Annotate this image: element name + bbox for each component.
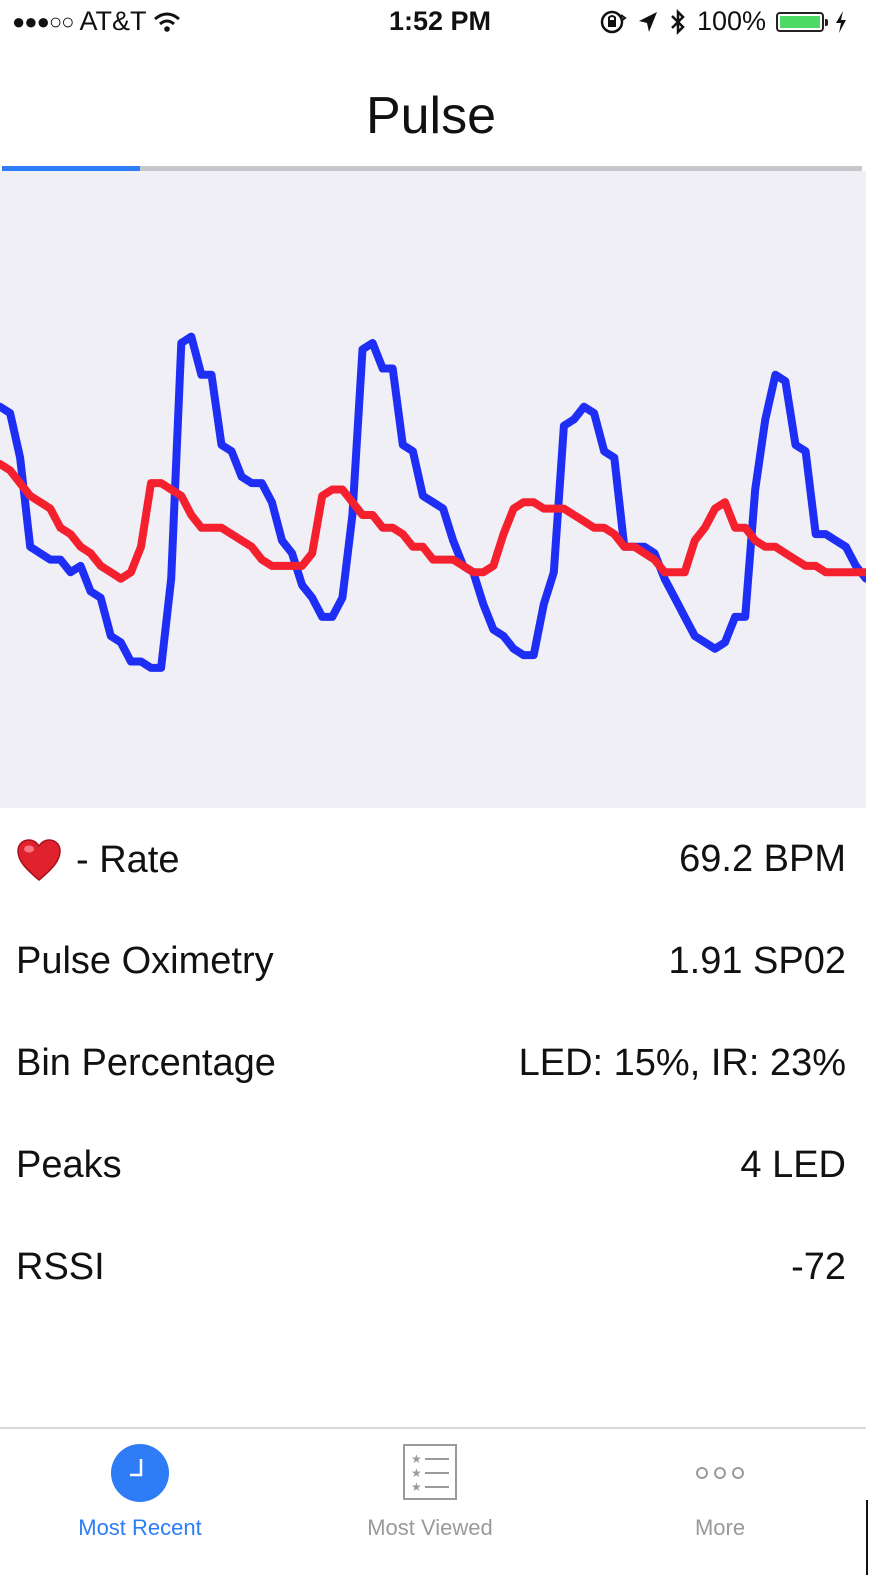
reading-label-peaks: Peaks bbox=[16, 1144, 122, 1186]
pulse-waveform-chart bbox=[0, 171, 866, 808]
tab-label-more: More bbox=[694, 1515, 746, 1540]
clock-icon bbox=[111, 1444, 169, 1502]
charging-bolt-icon bbox=[836, 10, 846, 33]
signal-strength-indicator: ●●●○○ bbox=[12, 8, 74, 34]
reading-label-rate: - Rate bbox=[16, 838, 179, 882]
orientation-lock-icon bbox=[600, 10, 627, 33]
ranked-list-icon: ★ ★ ★ bbox=[403, 1444, 457, 1500]
reading-value-bin-percentage: LED: 15%, IR: 23% bbox=[518, 1042, 846, 1084]
reading-label-pulse-oximetry: Pulse Oximetry bbox=[16, 940, 274, 982]
reading-value-rssi: -72 bbox=[791, 1246, 846, 1288]
reading-row-rssi: RSSI -72 bbox=[0, 1216, 866, 1318]
progress-fill bbox=[2, 166, 140, 171]
reading-label-text: - Rate bbox=[76, 838, 180, 881]
status-time: 1:52 PM bbox=[388, 6, 492, 36]
reading-value-peaks: 4 LED bbox=[740, 1144, 846, 1186]
tab-more[interactable]: More bbox=[620, 1429, 820, 1579]
reading-value-pulse-oximetry: 1.91 SP02 bbox=[668, 940, 846, 982]
status-bar: ●●●○○ AT&T 1:52 PM 100% bbox=[0, 0, 880, 44]
battery-percent: 100% bbox=[696, 6, 766, 36]
carrier-name: AT&T bbox=[79, 6, 147, 36]
reading-label-bin-percentage: Bin Percentage bbox=[16, 1042, 276, 1084]
heart-icon bbox=[17, 839, 61, 881]
pulse-waveform-svg bbox=[0, 332, 866, 672]
bluetooth-icon bbox=[671, 8, 685, 35]
reading-row-rate: - Rate 69.2 BPM bbox=[0, 808, 866, 910]
screen-edge-line bbox=[866, 1500, 868, 1575]
location-arrow-icon bbox=[638, 11, 657, 32]
tab-label-most-viewed: Most Viewed bbox=[367, 1515, 493, 1540]
svg-text:★: ★ bbox=[411, 1480, 422, 1494]
reading-row-peaks: Peaks 4 LED bbox=[0, 1114, 866, 1216]
tab-label-most-recent: Most Recent bbox=[78, 1515, 202, 1540]
battery-level-fill bbox=[780, 15, 820, 28]
series-line-ir bbox=[0, 460, 866, 583]
tab-most-viewed[interactable]: ★ ★ ★ Most Viewed bbox=[330, 1429, 530, 1579]
series-line-led bbox=[0, 332, 866, 672]
reading-row-bin-percentage: Bin Percentage LED: 15%, IR: 23% bbox=[0, 1012, 866, 1114]
battery-icon bbox=[776, 11, 828, 32]
svg-text:★: ★ bbox=[411, 1452, 422, 1466]
wifi-icon bbox=[154, 12, 181, 32]
tab-most-recent[interactable]: Most Recent bbox=[40, 1429, 240, 1579]
reading-value-rate: 69.2 BPM bbox=[679, 838, 846, 880]
reading-row-pulse-oximetry: Pulse Oximetry 1.91 SP02 bbox=[0, 910, 866, 1012]
readings-list: - Rate 69.2 BPM Pulse Oximetry 1.91 SP02… bbox=[0, 808, 866, 1318]
more-dots-icon bbox=[696, 1467, 744, 1479]
battery-tip bbox=[825, 18, 828, 26]
svg-text:★: ★ bbox=[411, 1466, 422, 1480]
status-left: ●●●○○ AT&T bbox=[12, 6, 182, 37]
page-title: Pulse bbox=[365, 87, 497, 145]
tab-bar: Most Recent ★ ★ ★ Most Viewed More bbox=[0, 1427, 866, 1590]
reading-label-rssi: RSSI bbox=[16, 1246, 105, 1288]
progress-track bbox=[2, 166, 862, 171]
status-right: 100% bbox=[599, 6, 848, 37]
